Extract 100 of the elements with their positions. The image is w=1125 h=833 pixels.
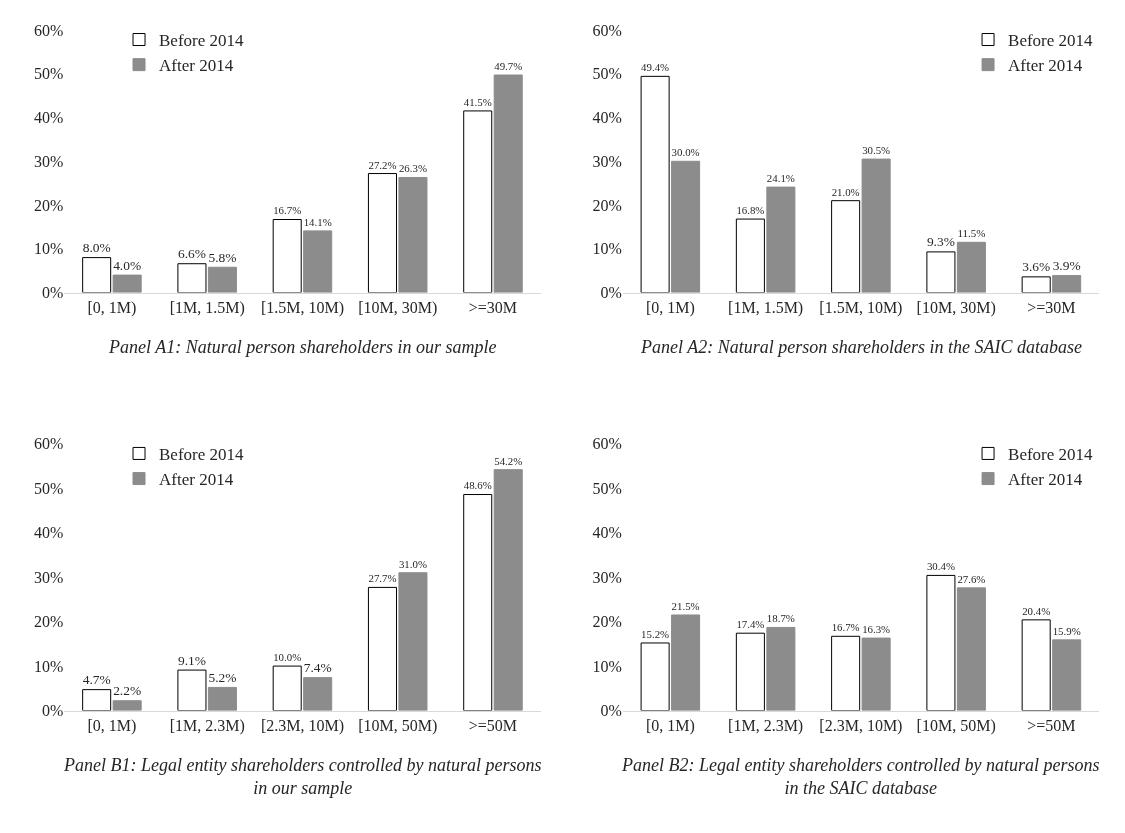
- bar: [956, 587, 986, 711]
- x-tick-label: [1.5M, 10M): [819, 298, 903, 317]
- y-tick-label: 40%: [592, 109, 622, 127]
- data-label: 16.8%: [736, 204, 765, 217]
- legend-label: Before 2014: [1008, 445, 1094, 465]
- x-tick-label: [1M, 2.3M): [728, 716, 804, 735]
- data-label: 31.0%: [398, 557, 427, 570]
- data-label: 30.0%: [671, 146, 700, 159]
- text: Panel B2: Legal entity shareholders controlled by natural persons in the SAIC database: [621, 755, 1100, 799]
- data-label: 3.6%: [1022, 259, 1051, 275]
- x-tick-label: >=50M: [468, 716, 518, 734]
- y-tick-label: 0%: [600, 702, 622, 720]
- data-label: 27.2%: [368, 158, 397, 171]
- y-tick-label: 40%: [33, 524, 64, 542]
- bar: [926, 251, 956, 293]
- x-tick-label: [0, 1M): [87, 716, 137, 735]
- bar: [1021, 619, 1051, 711]
- data-label: 49.7%: [494, 59, 523, 72]
- data-label: 4.7%: [82, 672, 111, 688]
- bar: [398, 572, 428, 711]
- y-tick-label: 10%: [592, 657, 622, 675]
- x-tick-label: [2.3M, 10M): [819, 716, 903, 735]
- bar: [735, 218, 765, 293]
- text: Panel A1: Natural person shareholders in our sample: [108, 337, 497, 357]
- bar: [671, 160, 701, 293]
- x-tick-label: >=30M: [468, 298, 518, 316]
- data-label: 15.9%: [1052, 624, 1081, 637]
- y-tick-label: 20%: [592, 196, 622, 214]
- data-label: 54.2%: [494, 454, 523, 467]
- bar: [640, 642, 670, 711]
- legend-label: Before 2014: [1008, 31, 1094, 51]
- data-label: 21.5%: [671, 599, 700, 612]
- bar: [207, 266, 237, 293]
- y-tick-label: 10%: [33, 240, 64, 258]
- data-label: 30.5%: [862, 144, 891, 157]
- y-tick-label: 50%: [33, 65, 64, 83]
- legend-label: After 2014: [1008, 56, 1083, 76]
- y-tick-label: 0%: [41, 702, 64, 720]
- y-tick-label: 60%: [592, 21, 622, 39]
- data-label: 5.8%: [208, 249, 237, 265]
- x-tick-label: >=50M: [1027, 716, 1076, 734]
- y-tick-label: 40%: [33, 109, 64, 127]
- legend-label: After 2014: [159, 56, 234, 76]
- y-tick-label: 10%: [33, 657, 64, 675]
- bar: [831, 635, 861, 711]
- bar: [493, 74, 523, 293]
- y-tick-label: 10%: [592, 240, 622, 258]
- bar: [367, 173, 397, 293]
- y-tick-label: 0%: [41, 284, 64, 302]
- bar: [640, 75, 670, 293]
- bar: [303, 677, 333, 711]
- bar: [1052, 639, 1082, 711]
- data-label: 27.7%: [368, 572, 397, 585]
- bar: [463, 110, 493, 293]
- y-tick-label: 20%: [592, 613, 622, 631]
- data-label: 16.7%: [273, 204, 302, 217]
- data-label: 21.0%: [831, 185, 860, 198]
- bar: [1021, 276, 1051, 293]
- bar: [926, 574, 956, 711]
- bar: [861, 158, 891, 293]
- legend-label: Before 2014: [159, 31, 245, 51]
- bar: [1052, 275, 1082, 293]
- y-tick-label: 50%: [592, 65, 622, 83]
- y-tick-label: 60%: [592, 435, 622, 453]
- x-tick-label: [0, 1M): [87, 298, 137, 317]
- bar: [766, 626, 796, 711]
- legend-label: After 2014: [159, 470, 234, 490]
- y-tick-label: 20%: [33, 196, 64, 214]
- bar: [303, 230, 333, 293]
- data-label: 8.0%: [82, 240, 111, 256]
- bar: [398, 176, 428, 293]
- x-tick-label: [10M, 50M): [358, 716, 438, 735]
- data-label: 9.3%: [926, 234, 955, 250]
- data-label: 11.5%: [957, 227, 986, 240]
- bar: [112, 274, 142, 293]
- bar: [956, 241, 986, 293]
- data-label: 18.7%: [766, 612, 795, 625]
- data-label: 24.1%: [766, 172, 795, 185]
- data-label: 15.2%: [641, 627, 670, 640]
- bar: [177, 263, 207, 293]
- bar: [861, 637, 891, 711]
- data-label: 7.4%: [303, 660, 332, 676]
- data-label: 14.1%: [303, 215, 332, 228]
- bar: [463, 494, 493, 711]
- bar: [367, 586, 397, 711]
- bar: [112, 700, 142, 711]
- data-label: 4.0%: [113, 257, 142, 273]
- y-tick-label: 50%: [33, 479, 64, 497]
- y-tick-label: 30%: [33, 568, 64, 586]
- data-label: 9.1%: [177, 652, 206, 668]
- data-label: 30.4%: [926, 560, 955, 573]
- y-tick-label: 30%: [33, 152, 64, 170]
- x-tick-label: [10M, 30M): [358, 298, 438, 317]
- bar: [735, 632, 765, 711]
- y-tick-label: 30%: [592, 152, 622, 170]
- data-label: 10.0%: [273, 651, 302, 664]
- bar: [671, 614, 701, 711]
- data-label: 17.4%: [736, 618, 765, 631]
- data-label: 5.2%: [208, 669, 237, 685]
- y-tick-label: 50%: [592, 479, 622, 497]
